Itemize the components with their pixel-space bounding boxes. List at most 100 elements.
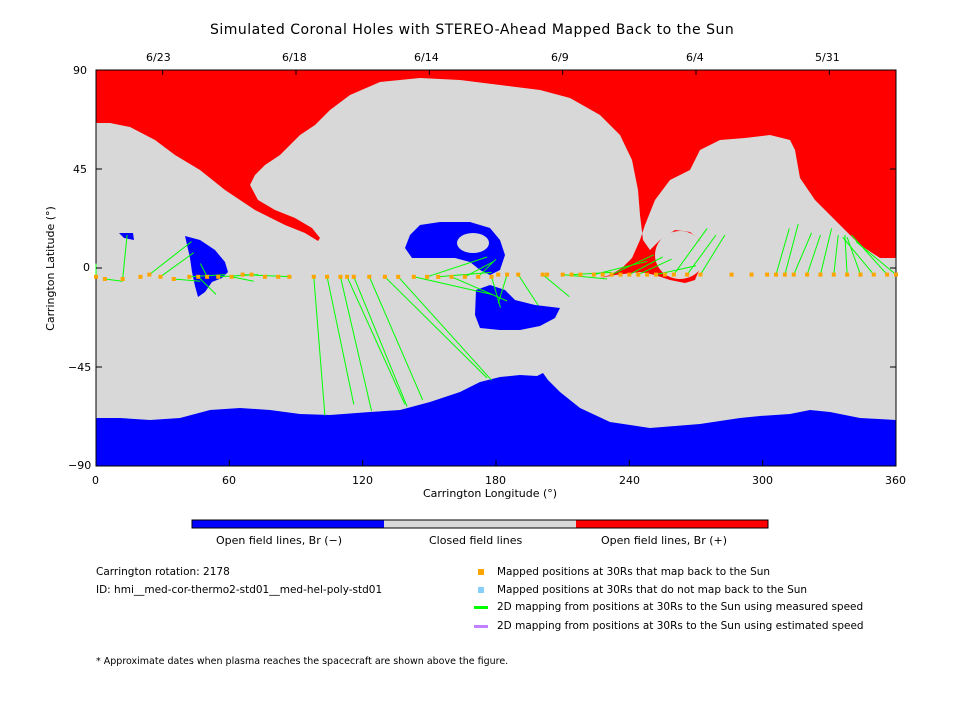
mapped-point	[449, 274, 454, 279]
colorbar-positive	[576, 520, 768, 528]
closed-island-center	[655, 231, 705, 279]
x-tick-label: 0	[92, 474, 99, 487]
y-tick-label: 0	[83, 261, 90, 274]
mapped-point	[382, 274, 387, 279]
mapped-point	[262, 274, 267, 279]
mapping-line	[173, 278, 201, 282]
mapped-point	[845, 272, 850, 277]
legend-line-measured	[474, 606, 488, 609]
x-tick-label: 360	[885, 474, 906, 487]
colorbar-label-closed: Closed field lines	[429, 534, 523, 547]
mapped-point	[729, 272, 734, 277]
mapping-line	[438, 271, 492, 278]
mapping-line	[686, 234, 717, 275]
mapped-point	[858, 272, 863, 277]
mapping-line	[231, 276, 254, 282]
mapped-point	[818, 272, 823, 277]
y-tick-label: 45	[73, 163, 87, 176]
x-tick-label: 240	[619, 474, 640, 487]
mapped-point	[311, 274, 316, 279]
mapping-line	[673, 228, 708, 275]
mapping-line	[571, 271, 612, 276]
mapped-point	[396, 274, 401, 279]
mapping-line	[655, 265, 697, 276]
closed-island-central	[457, 233, 489, 253]
axis-ticks	[95, 69, 897, 467]
mapping-line	[844, 234, 848, 275]
mapping-line	[638, 258, 672, 276]
mapped-point	[425, 274, 430, 279]
mapping-line	[542, 274, 570, 297]
mapped-point	[774, 272, 778, 277]
mapping-line	[477, 258, 497, 278]
mapping-line	[122, 234, 128, 280]
mapped-point	[158, 274, 163, 279]
mapped-point	[102, 277, 107, 281]
mapped-point	[462, 274, 467, 279]
mapped-point	[591, 272, 596, 277]
mapped-point	[894, 272, 898, 277]
legend-label-estimated: 2D mapping from positions at 30Rs to the…	[497, 620, 864, 632]
mapped-point	[578, 272, 583, 277]
mapping-line	[806, 234, 821, 275]
mapped-point	[505, 272, 510, 277]
y-axis-label: Carrington Latitude (°)	[43, 206, 57, 331]
mapped-point	[885, 272, 890, 277]
mapped-point	[138, 274, 143, 279]
legend-label-measured: 2D mapping from positions at 30Rs to the…	[497, 601, 864, 613]
chart-title: Simulated Coronal Holes with STEREO-Ahea…	[210, 22, 735, 38]
mapping-line	[368, 276, 424, 401]
mapped-point	[496, 272, 501, 277]
x-tick-label: 180	[485, 474, 506, 487]
mapping-line	[149, 241, 192, 275]
mapped-point	[205, 274, 210, 279]
mapped-point	[411, 274, 416, 279]
y-tick-label: 90	[73, 64, 87, 77]
mapped-point	[560, 272, 565, 277]
mapped-point	[671, 272, 676, 277]
mapped-point	[749, 272, 754, 277]
mapping-line	[842, 236, 875, 275]
mapping-line	[775, 228, 790, 275]
negative-coronal-hole-west	[185, 236, 228, 297]
mapping-line	[313, 276, 326, 416]
mapped-point	[187, 274, 192, 279]
mapped-point	[782, 272, 787, 277]
mapped-point	[654, 272, 658, 277]
mapped-point	[600, 272, 605, 277]
mapping-line	[833, 234, 839, 275]
mapped-point	[662, 272, 667, 277]
mapped-point	[805, 272, 810, 277]
colorbar-label-negative: Open field lines, Br (−)	[216, 534, 343, 547]
mapping-line	[199, 263, 208, 278]
mapping-line	[497, 274, 508, 304]
mapped-point	[120, 277, 125, 281]
model-id: ID: hmi__med-cor-thermo2-std01__med-hel-…	[96, 584, 383, 596]
legend-line-estimated	[474, 625, 488, 628]
mapping-line	[464, 260, 495, 278]
mapping-line	[346, 276, 406, 405]
mapped-point	[516, 272, 521, 277]
mapping-line	[353, 276, 408, 407]
mapped-point	[147, 272, 152, 277]
mapped-points	[94, 272, 898, 281]
mapped-point	[249, 272, 254, 277]
mapped-point	[765, 272, 770, 277]
x-axis-label: Carrington Longitude (°)	[423, 487, 558, 500]
mapping-line	[384, 276, 488, 379]
mapping-line	[104, 278, 123, 282]
mapped-point	[618, 272, 623, 277]
legend-swatch-mapped	[478, 569, 484, 575]
mapped-point	[609, 272, 614, 277]
mapping-line	[426, 256, 488, 278]
mapping-line	[413, 276, 492, 295]
y-tick-label: −45	[68, 361, 92, 374]
mapped-point	[476, 274, 481, 279]
mapping-line	[397, 276, 492, 381]
mapped-point	[791, 272, 796, 277]
mapping-line	[326, 276, 355, 405]
mapping-line	[197, 276, 217, 295]
mapped-point	[627, 272, 632, 277]
colorbar-negative	[192, 520, 384, 528]
